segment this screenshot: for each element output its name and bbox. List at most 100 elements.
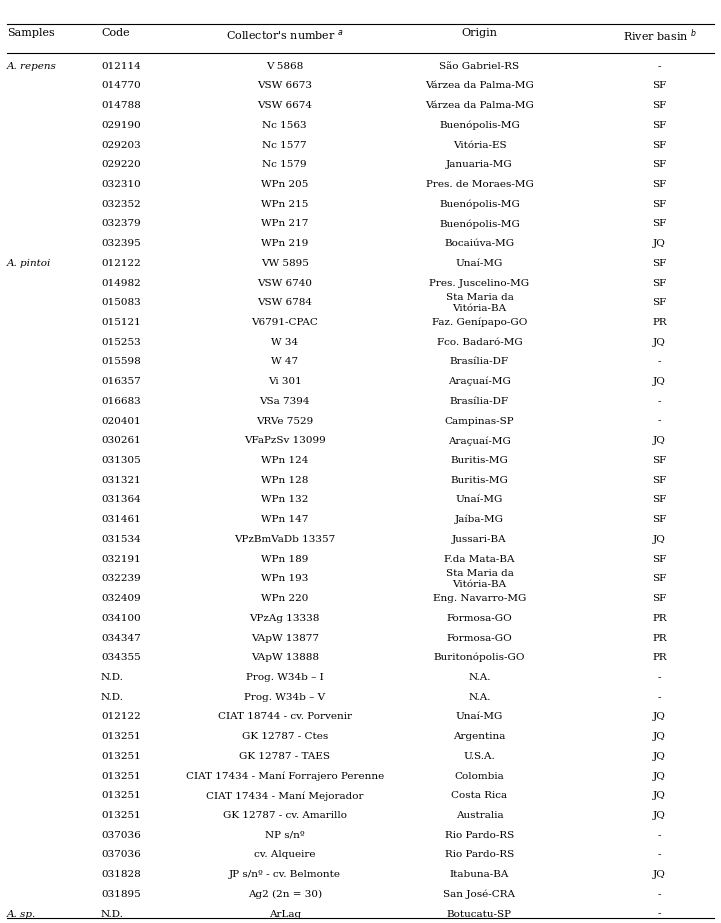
Text: Unaí-MG: Unaí-MG: [456, 496, 503, 505]
Text: SF: SF: [653, 574, 667, 583]
Text: WPn 147: WPn 147: [261, 515, 309, 524]
Text: 031828: 031828: [101, 870, 141, 879]
Text: SF: SF: [653, 199, 667, 209]
Text: 031364: 031364: [101, 496, 141, 505]
Text: -: -: [658, 416, 661, 426]
Text: Colombia: Colombia: [454, 772, 505, 781]
Text: GK 12787 - Ctes: GK 12787 - Ctes: [242, 732, 328, 741]
Text: -: -: [658, 890, 661, 899]
Text: JQ: JQ: [653, 791, 666, 800]
Text: 016357: 016357: [101, 378, 141, 386]
Text: JQ: JQ: [653, 535, 666, 544]
Text: Buritis-MG: Buritis-MG: [451, 475, 508, 485]
Text: Buenópolis-MG: Buenópolis-MG: [439, 199, 520, 209]
Text: SF: SF: [653, 180, 667, 189]
Text: 013251: 013251: [101, 791, 141, 800]
Text: 030261: 030261: [101, 437, 141, 445]
Text: WPn 205: WPn 205: [261, 180, 309, 189]
Text: 013251: 013251: [101, 752, 141, 761]
Text: VApW 13888: VApW 13888: [251, 653, 319, 662]
Text: 034355: 034355: [101, 653, 141, 662]
Text: 037036: 037036: [101, 850, 141, 859]
Text: 031534: 031534: [101, 535, 141, 544]
Text: Unaí-MG: Unaí-MG: [456, 258, 503, 268]
Text: Sta Maria da
Vitória-BA: Sta Maria da Vitória-BA: [446, 569, 513, 589]
Text: Nc 1579: Nc 1579: [262, 161, 307, 169]
Text: GK 12787 - cv. Amarillo: GK 12787 - cv. Amarillo: [223, 811, 347, 820]
Text: Formosa-GO: Formosa-GO: [446, 614, 513, 623]
Text: Sta Maria da
Vitória-BA: Sta Maria da Vitória-BA: [446, 293, 513, 313]
Text: Araçuaí-MG: Araçuaí-MG: [448, 436, 511, 446]
Text: 014770: 014770: [101, 81, 141, 90]
Text: PR: PR: [653, 633, 667, 642]
Text: Bocaiúva-MG: Bocaiúva-MG: [444, 239, 515, 248]
Text: WPn 215: WPn 215: [261, 199, 309, 209]
Text: Faz. Genípapo-GO: Faz. Genípapo-GO: [432, 318, 527, 328]
Text: WPn 132: WPn 132: [261, 496, 309, 505]
Text: SF: SF: [653, 102, 667, 110]
Text: SF: SF: [653, 140, 667, 150]
Text: JQ: JQ: [653, 338, 666, 347]
Text: Rio Pardo-RS: Rio Pardo-RS: [445, 831, 514, 840]
Text: -: -: [658, 397, 661, 406]
Text: N.A.: N.A.: [468, 692, 491, 701]
Text: VSW 6740: VSW 6740: [257, 279, 312, 288]
Text: Vitória-ES: Vitória-ES: [453, 140, 506, 150]
Text: N.D.: N.D.: [101, 909, 124, 918]
Text: F.da Mata-BA: F.da Mata-BA: [444, 555, 515, 564]
Text: SF: SF: [653, 220, 667, 228]
Text: -: -: [658, 909, 661, 918]
Text: 015083: 015083: [101, 298, 141, 307]
Text: Australia: Australia: [456, 811, 503, 820]
Text: 029190: 029190: [101, 121, 141, 130]
Text: 029203: 029203: [101, 140, 141, 150]
Text: SF: SF: [653, 279, 667, 288]
Text: Pres. de Moraes-MG: Pres. de Moraes-MG: [425, 180, 534, 189]
Text: Buenópolis-MG: Buenópolis-MG: [439, 219, 520, 229]
Text: JP s/nº - cv. Belmonte: JP s/nº - cv. Belmonte: [229, 870, 341, 879]
Text: VW 5895: VW 5895: [261, 258, 309, 268]
Text: Várzea da Palma-MG: Várzea da Palma-MG: [425, 81, 534, 90]
Text: WPn 189: WPn 189: [261, 555, 309, 564]
Text: Vi 301: Vi 301: [268, 378, 301, 386]
Text: Prog. W34b – V: Prog. W34b – V: [244, 692, 325, 701]
Text: -: -: [658, 692, 661, 701]
Text: Formosa-GO: Formosa-GO: [446, 633, 513, 642]
Text: -: -: [658, 831, 661, 840]
Text: 014982: 014982: [101, 279, 141, 288]
Text: A. pintoi: A. pintoi: [7, 258, 52, 268]
Text: JQ: JQ: [653, 811, 666, 820]
Text: GK 12787 - TAES: GK 12787 - TAES: [239, 752, 330, 761]
Text: -: -: [658, 850, 661, 859]
Text: Samples: Samples: [7, 28, 55, 38]
Text: 037036: 037036: [101, 831, 141, 840]
Text: Januaria-MG: Januaria-MG: [446, 161, 513, 169]
Text: Eng. Navarro-MG: Eng. Navarro-MG: [433, 594, 526, 603]
Text: SF: SF: [653, 258, 667, 268]
Text: 015598: 015598: [101, 357, 141, 366]
Text: SF: SF: [653, 515, 667, 524]
Text: Buritis-MG: Buritis-MG: [451, 456, 508, 465]
Text: VPzBmVaDb 13357: VPzBmVaDb 13357: [234, 535, 335, 544]
Text: 032310: 032310: [101, 180, 141, 189]
Text: 032239: 032239: [101, 574, 141, 583]
Text: VPzAg 13338: VPzAg 13338: [249, 614, 320, 623]
Text: Botucatu-SP: Botucatu-SP: [447, 909, 512, 918]
Text: 020401: 020401: [101, 416, 141, 426]
Text: -: -: [658, 357, 661, 366]
Text: CIAT 18744 - cv. Porvenir: CIAT 18744 - cv. Porvenir: [218, 713, 352, 722]
Text: Origin: Origin: [461, 28, 497, 38]
Text: N.A.: N.A.: [468, 673, 491, 682]
Text: WPn 128: WPn 128: [261, 475, 309, 485]
Text: Brasília-DF: Brasília-DF: [450, 397, 509, 406]
Text: VFaPzSv 13099: VFaPzSv 13099: [244, 437, 326, 445]
Text: 032395: 032395: [101, 239, 141, 248]
Text: WPn 219: WPn 219: [261, 239, 309, 248]
Text: Jussari-BA: Jussari-BA: [452, 535, 507, 544]
Text: CIAT 17434 - Maní Mejorador: CIAT 17434 - Maní Mejorador: [206, 791, 363, 800]
Text: -: -: [658, 62, 661, 71]
Text: V6791-CPAC: V6791-CPAC: [252, 318, 318, 327]
Text: Argentina: Argentina: [454, 732, 505, 741]
Text: JQ: JQ: [653, 378, 666, 386]
Text: 013251: 013251: [101, 772, 141, 781]
